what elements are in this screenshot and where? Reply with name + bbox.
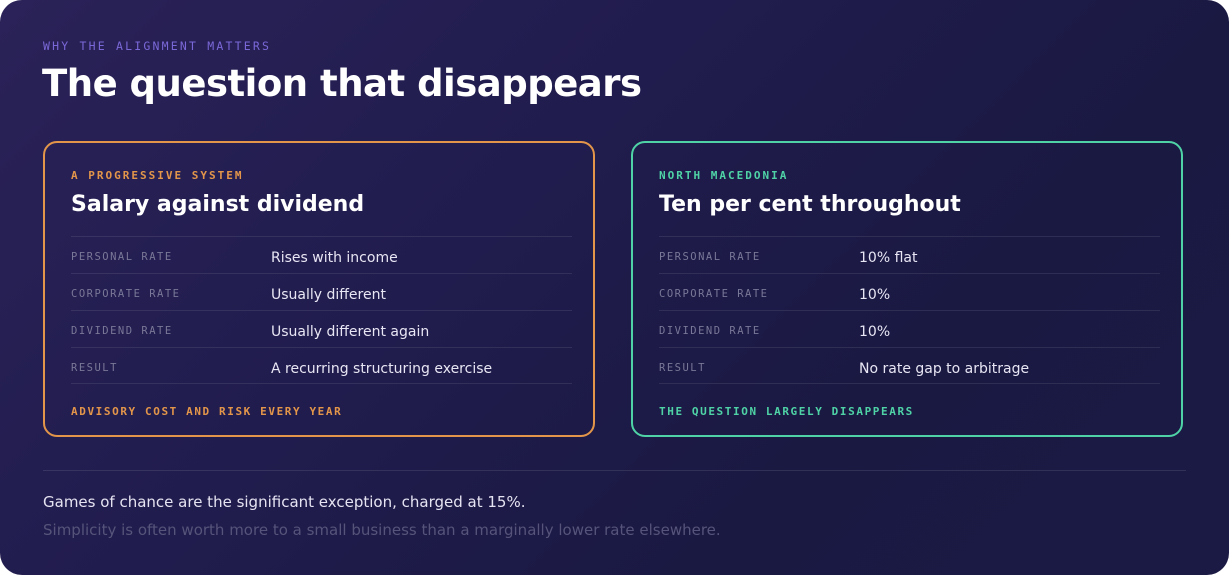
card-title: Ten per cent throughout [659,192,961,217]
footer-divider [43,470,1186,471]
rate-table: PERSONAL RATE 10% flat CORPORATE RATE 10… [659,236,1160,384]
table-row: CORPORATE RATE 10% [659,273,1160,310]
card-north-macedonia: NORTH MACEDONIA Ten per cent throughout … [631,141,1183,437]
row-value: A recurring structuring exercise [271,361,493,377]
card-footer: THE QUESTION LARGELY DISAPPEARS [659,405,914,418]
table-row: CORPORATE RATE Usually different [71,273,572,310]
row-label: RESULT [659,362,706,374]
card-kicker: NORTH MACEDONIA [659,169,789,182]
table-row: DIVIDEND RATE 10% [659,310,1160,347]
row-value: Rises with income [271,250,398,266]
page-title: The question that disappears [42,62,642,105]
table-row: DIVIDEND RATE Usually different again [71,310,572,347]
row-value: 10% flat [859,250,918,266]
card-progressive-system: A PROGRESSIVE SYSTEM Salary against divi… [43,141,595,437]
row-value: Usually different [271,287,386,303]
row-label: PERSONAL RATE [659,251,761,263]
section-eyebrow: WHY THE ALIGNMENT MATTERS [43,39,272,53]
row-label: CORPORATE RATE [659,288,769,300]
footnote: Games of chance are the significant exce… [43,493,526,511]
row-label: RESULT [71,362,118,374]
row-label: CORPORATE RATE [71,288,181,300]
rate-table: PERSONAL RATE Rises with income CORPORAT… [71,236,572,384]
row-value: Usually different again [271,324,430,340]
row-value: No rate gap to arbitrage [859,361,1030,377]
table-row: RESULT No rate gap to arbitrage [659,347,1160,384]
card-title: Salary against dividend [71,192,365,217]
table-row: PERSONAL RATE 10% flat [659,236,1160,273]
table-row: RESULT A recurring structuring exercise [71,347,572,384]
subnote: Simplicity is often worth more to a smal… [43,521,721,539]
row-value: 10% [859,287,891,303]
row-value: 10% [859,324,891,340]
table-row: PERSONAL RATE Rises with income [71,236,572,273]
row-label: DIVIDEND RATE [659,325,761,337]
card-footer: ADVISORY COST AND RISK EVERY YEAR [71,405,343,418]
row-label: DIVIDEND RATE [71,325,173,337]
row-label: PERSONAL RATE [71,251,173,263]
card-kicker: A PROGRESSIVE SYSTEM [71,169,244,182]
